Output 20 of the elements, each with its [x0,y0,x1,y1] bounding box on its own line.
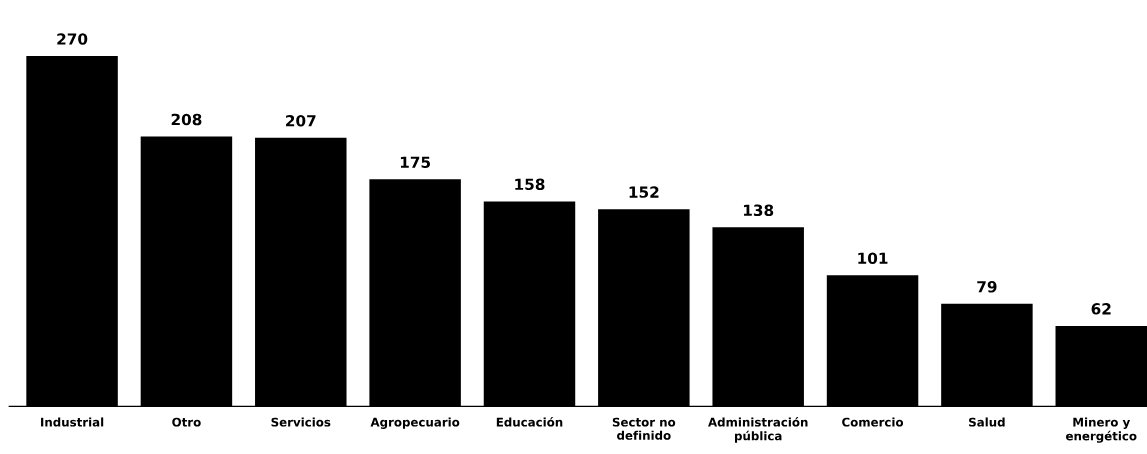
x-tick-label: Educación [496,416,563,427]
x-tick-label: Servicios [271,417,331,427]
x-tick-label: Minero y energético [1066,417,1137,443]
x-tick-label: Agropecuario [370,417,460,429]
x-tick-label: Industrial [41,417,104,427]
data-label: 208 [171,113,202,126]
data-label: 138 [743,204,774,217]
data-label: 152 [629,186,659,198]
data-label: 101 [858,252,888,265]
x-tick-label: Administración pública [708,416,808,443]
data-label: 79 [977,281,997,293]
x-tick-label: Sector no definido [612,417,676,440]
data-label: 207 [286,114,316,127]
data-label: 62 [1091,303,1111,315]
data-label: 175 [400,156,431,169]
data-label: 158 [515,178,545,191]
x-tick-label: Comercio [842,417,904,427]
x-tick-label: Otro [172,417,201,427]
data-label: 270 [57,33,88,45]
x-tick-label: Salud [969,417,1005,427]
